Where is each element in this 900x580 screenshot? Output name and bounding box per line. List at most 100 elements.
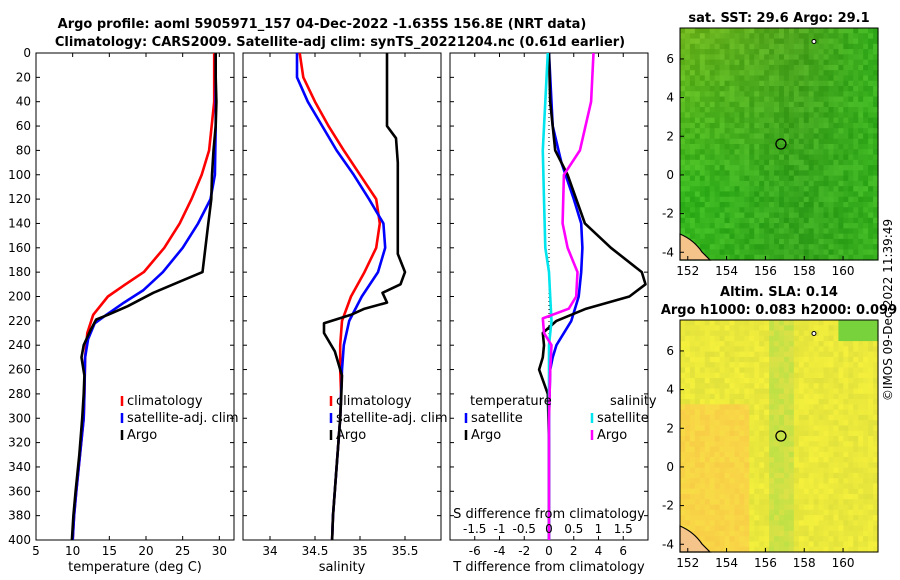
- temperature-profile-ytick-label: 0: [23, 46, 31, 60]
- sst-map-xtick-label: 152: [676, 264, 699, 278]
- difference-profile-xtick-label: 6: [619, 544, 627, 558]
- sla-map-island: [811, 331, 817, 337]
- temperature-profile-ytick-label: 80: [16, 143, 31, 157]
- difference-profile-xtick-label: 0: [545, 544, 553, 558]
- s-axis-tick-label: 0.5: [564, 522, 583, 536]
- sst-map-xtick-label: 156: [754, 264, 777, 278]
- temperature-profile-xtick-label: 15: [102, 544, 117, 558]
- sla-map-ytick-label: 6: [666, 344, 674, 358]
- sla-map-xtick-label: 156: [754, 556, 777, 570]
- sla-map-ytick-label: -4: [662, 537, 674, 551]
- temperature-profile-series-argo: [70, 53, 218, 540]
- difference-profile-xlabel: T difference from climatology: [452, 560, 645, 575]
- salinity-profile-frame: [242, 52, 442, 541]
- temperature-profile-ytick-label: 200: [8, 290, 31, 304]
- temperature-legend-label: climatology: [127, 394, 203, 409]
- sst-map-ytick-label: -2: [662, 207, 674, 221]
- difference-profile-xtick-label: 2: [570, 544, 578, 558]
- temperature-profile-xlabel: temperature (deg C): [68, 560, 202, 575]
- temperature-profile-xtick-label: 10: [65, 544, 80, 558]
- sla-map-xtick-label: 152: [676, 556, 699, 570]
- temperature-profile-ytick-label: 320: [8, 436, 31, 450]
- temperature-profile-ytick-label: 300: [8, 411, 31, 425]
- temperature-profile-ytick-label: 160: [8, 241, 31, 255]
- title-line-1: Argo profile: aoml 5905971_157 04-Dec-20…: [58, 17, 587, 32]
- sla-map-xtick-label: 154: [715, 556, 738, 570]
- salinity-legend-label: climatology: [336, 394, 412, 409]
- title-line-2: Climatology: CARS2009. Satellite-adj cli…: [55, 35, 625, 50]
- salinity-profile-xlabel: salinity: [319, 560, 366, 575]
- difference-profile-xtick-label: -4: [494, 544, 506, 558]
- sla-map-xtick-label: 158: [793, 556, 816, 570]
- sla-map-field: [680, 320, 879, 553]
- timestamp: ©IMOS 09-Dec-2022 11:39:49: [881, 219, 895, 401]
- temperature-profile-xtick-label: 25: [175, 544, 190, 558]
- sst-map-island: [811, 39, 817, 45]
- temperature-profile-ytick-label: 120: [8, 192, 31, 206]
- temperature-profile-ytick-label: 100: [8, 168, 31, 182]
- sst-map-ytick-label: 4: [666, 91, 674, 105]
- salinity-profile-xtick-label: 34: [262, 544, 277, 558]
- temperature-profile-ytick-label: 140: [8, 216, 31, 230]
- diff-temperature-legend-label: satellite: [471, 411, 523, 426]
- salinity-profile-xtick-label: 34.5: [302, 544, 329, 558]
- sst-map-ytick-label: 2: [666, 129, 674, 143]
- temperature-profile-ytick-label: 220: [8, 314, 31, 328]
- diff-temperature-legend-label: Argo: [471, 428, 501, 443]
- difference-profile-series-salinity-argo: [541, 53, 595, 540]
- s-axis-tick-label: -1.5: [463, 522, 486, 536]
- diff-salinity-legend-label: satellite: [597, 411, 649, 426]
- salinity-profile-xtick-label: 35: [352, 544, 367, 558]
- sla-map-coastline: [679, 525, 712, 553]
- salinity-profile-series-argo: [322, 53, 407, 540]
- temperature-legend-label: Argo: [127, 428, 157, 443]
- s-axis-tick-label: -0.5: [513, 522, 536, 536]
- temperature-profile-ytick-label: 180: [8, 265, 31, 279]
- s-axis-label: S difference from climatology: [453, 507, 645, 522]
- temperature-profile-ytick-label: 240: [8, 338, 31, 352]
- temperature-profile-ytick-label: 380: [8, 509, 31, 523]
- difference-profile-xtick-label: 4: [595, 544, 603, 558]
- sla-map-ytick-label: 4: [666, 383, 674, 397]
- temperature-profile-ytick-label: 260: [8, 363, 31, 377]
- sla-map-panel: 152 154 156 158 160 -4 -2 0 2 4 6 Altim. SLA: 0.14 A…: [661, 285, 897, 570]
- sst-map-frame: [679, 27, 879, 261]
- temperature-profile-ytick-label: 40: [16, 95, 31, 109]
- temperature-profile-ytick-label: 280: [8, 387, 31, 401]
- temperature-profile-ytick-label: 400: [8, 533, 31, 547]
- diff-salinity-legend-label: Argo: [597, 428, 627, 443]
- sst-map-title: sat. SST: 29.6 Argo: 29.1: [688, 11, 869, 26]
- sst-map-coastline: [679, 233, 712, 261]
- sla-map-title: Altim. SLA: 0.14: [720, 285, 838, 300]
- sst-map-ytick-label: 0: [666, 168, 674, 182]
- s-axis-tick-label: 0: [545, 522, 553, 536]
- temperature-legend-label: satellite-adj. clim: [127, 411, 239, 426]
- sst-map-field: [680, 28, 879, 261]
- temperature-profile-xtick-label: 5: [32, 544, 40, 558]
- diff-legend-title-salinity: salinity: [610, 394, 657, 409]
- sst-map-ytick-label: 6: [666, 52, 674, 66]
- temperature-profile-xtick-label: 20: [138, 544, 153, 558]
- temperature-profile-ytick-label: 60: [16, 119, 31, 133]
- temperature-profile-ytick-label: 340: [8, 460, 31, 474]
- salinity-panel: 34 34.5 35 35.5 salinity climatology satellite…: [242, 52, 448, 575]
- sla-map-ytick-label: 2: [666, 421, 674, 435]
- sla-map-ytick-label: 0: [666, 460, 674, 474]
- temperature-profile-ytick-label: 20: [16, 70, 31, 84]
- s-axis-tick-label: 1: [595, 522, 603, 536]
- temperature-panel: 0 20 40 60 80 100 120 140 160 180 200 220 240 260 280 3…: [8, 46, 239, 575]
- salinity-profile-xtick-label: 35.5: [392, 544, 419, 558]
- sst-map-xtick-label: 160: [832, 264, 855, 278]
- sla-map-argo-location-marker: [775, 430, 787, 442]
- sla-map-ytick-label: -2: [662, 499, 674, 513]
- temperature-profile-ytick-label: 360: [8, 484, 31, 498]
- difference-panel: -6 -4 -2 0 2 4 6 T difference from climatology t…: [449, 52, 657, 575]
- salinity-legend-label: satellite-adj. clim: [336, 411, 448, 426]
- sst-map-xtick-label: 154: [715, 264, 738, 278]
- sst-map-argo-location-marker: [775, 138, 787, 150]
- salinity-legend-label: Argo: [336, 428, 366, 443]
- difference-profile-xtick-label: -2: [518, 544, 530, 558]
- temperature-profile-xtick-label: 30: [212, 544, 227, 558]
- sla-map-subtitle: Argo h1000: 0.083 h2000: 0.099: [661, 303, 897, 318]
